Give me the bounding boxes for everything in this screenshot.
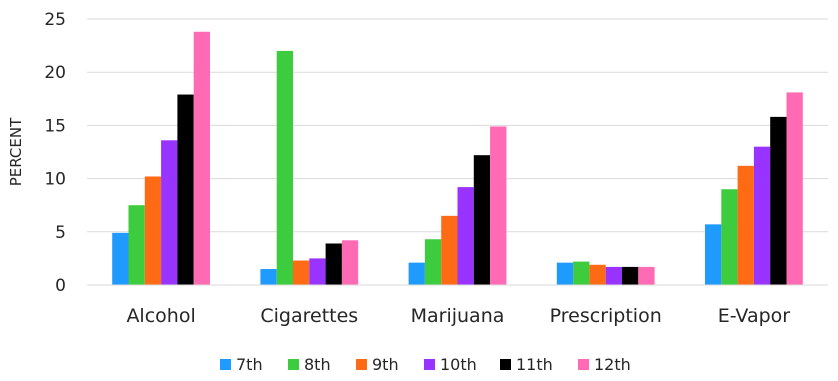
- y-tick-label: 20: [44, 63, 66, 83]
- x-axis-categories: Alcohol Cigarettes Marijuana Prescription E-…: [126, 305, 790, 327]
- bar-marijuana-10th: [457, 187, 474, 285]
- bar-marijuana-9th: [441, 215, 458, 285]
- y-tick-label: 25: [44, 10, 66, 30]
- bar-prescription-10th: [605, 266, 622, 285]
- y-tick-label: 5: [55, 223, 66, 243]
- bar-alcohol-9th: [144, 176, 162, 285]
- x-category-label: Cigarettes: [260, 305, 358, 327]
- bar-prescription-11th: [622, 266, 639, 285]
- legend-label-10th: 10th: [440, 355, 477, 374]
- bar-alcohol-10th: [161, 140, 178, 285]
- bar-e-vapor-12th: [786, 92, 803, 285]
- bar-e-vapor-10th: [753, 146, 771, 285]
- legend-label-9th: 9th: [372, 355, 399, 374]
- legend-swatch-11th: [500, 359, 511, 370]
- bar-marijuana-7th: [408, 262, 425, 285]
- bar-marijuana-12th: [490, 126, 507, 286]
- bar-alcohol-11th: [177, 94, 194, 285]
- bar-e-vapor-11th: [770, 116, 787, 285]
- bar-marijuana-8th: [424, 239, 442, 285]
- bar-cigarettes-8th: [276, 50, 293, 285]
- legend-swatch-10th: [424, 359, 435, 370]
- bar-prescription-9th: [589, 264, 606, 285]
- legend-swatch-7th: [220, 359, 231, 370]
- legend-swatch-9th: [356, 359, 367, 370]
- bar-prescription-12th: [638, 266, 655, 285]
- bar-cigarettes-12th: [341, 240, 359, 285]
- legend-label-8th: 8th: [304, 355, 331, 374]
- bar-marijuana-11th: [473, 155, 491, 285]
- legend-swatch-12th: [578, 359, 589, 370]
- bar-alcohol-8th: [128, 205, 145, 285]
- legend: 7th 8th 9th 10th 11th 12th: [220, 355, 631, 374]
- bar-e-vapor-7th: [705, 224, 722, 285]
- y-tick-label: 15: [44, 116, 66, 136]
- x-category-label: Marijuana: [411, 305, 505, 327]
- bar-cigarettes-11th: [325, 243, 342, 285]
- bars: [112, 31, 803, 286]
- bar-e-vapor-9th: [737, 165, 754, 285]
- bar-cigarettes-10th: [309, 258, 326, 285]
- bar-e-vapor-8th: [721, 189, 738, 285]
- bar-cigarettes-9th: [293, 260, 310, 285]
- y-tick-label: 10: [44, 170, 66, 190]
- bar-alcohol-12th: [193, 31, 210, 285]
- bar-alcohol-7th: [112, 232, 129, 285]
- legend-label-11th: 11th: [516, 355, 553, 374]
- bar-prescription-7th: [556, 262, 574, 285]
- y-axis-label: PERCENT: [7, 117, 25, 186]
- x-category-label: Prescription: [550, 305, 662, 327]
- gridlines: [87, 18, 828, 233]
- legend-label-7th: 7th: [236, 355, 263, 374]
- y-axis-ticks: 0 5 10 15 20 25: [44, 10, 66, 296]
- x-category-label: Alcohol: [126, 305, 195, 327]
- legend-label-12th: 12th: [594, 355, 631, 374]
- bar-prescription-8th: [573, 261, 590, 285]
- x-category-label: E-Vapor: [718, 305, 791, 327]
- legend-swatch-8th: [288, 359, 299, 370]
- y-tick-label: 0: [55, 276, 66, 296]
- bar-cigarettes-7th: [260, 269, 277, 285]
